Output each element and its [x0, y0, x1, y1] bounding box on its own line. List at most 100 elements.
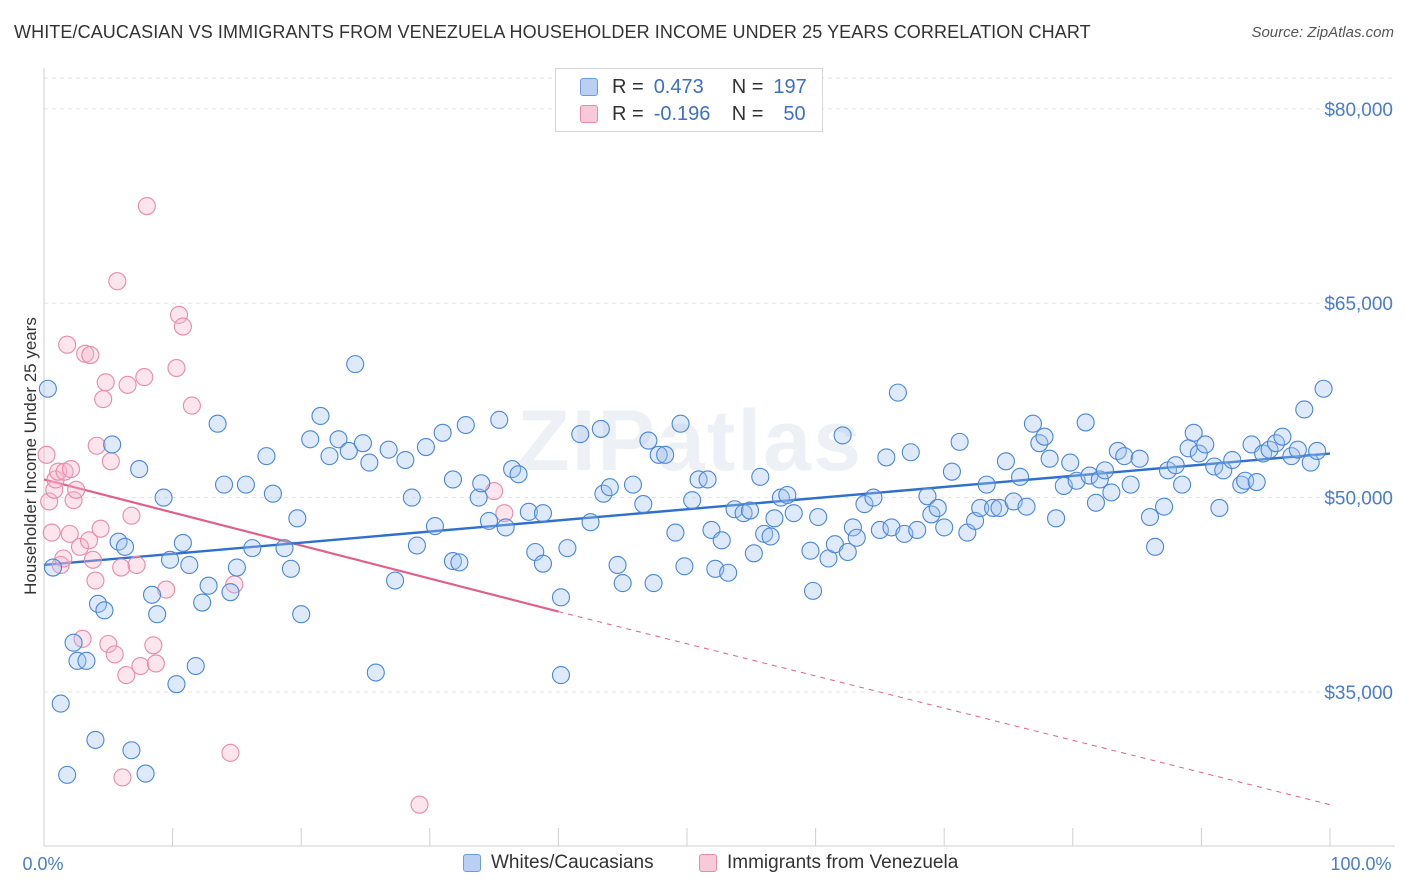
trendline-immigrants-solid	[43, 478, 559, 613]
whites-point	[1301, 453, 1320, 472]
immigrants-point	[96, 373, 115, 392]
whites-point	[366, 663, 385, 682]
immigrants-point	[87, 436, 106, 455]
immigrants-point	[94, 390, 113, 409]
whites-point	[1247, 472, 1266, 492]
whites-point	[644, 574, 663, 593]
whites-trendline	[43, 452, 1331, 567]
immigrants-point	[173, 317, 192, 336]
whites-point	[1210, 498, 1229, 518]
y-tick-label: $35,000	[1324, 683, 1393, 704]
whites-point	[971, 498, 990, 518]
whites-point	[407, 536, 426, 555]
immigrants-point	[67, 480, 86, 499]
whites-point	[1273, 427, 1292, 446]
whites-point	[656, 445, 675, 464]
whites-point	[281, 559, 300, 578]
immigrants-points	[37, 197, 514, 814]
legend-r-label: R =	[612, 75, 644, 98]
whites-point	[160, 550, 180, 569]
whites-point	[1095, 461, 1114, 480]
whites-point	[130, 460, 149, 479]
whites-point	[292, 605, 311, 624]
whites-point	[594, 484, 613, 503]
whites-point	[77, 651, 96, 670]
whites-point	[908, 520, 927, 540]
whites-point	[199, 576, 218, 595]
whites-point	[613, 574, 632, 593]
whites-point	[843, 518, 862, 537]
whites-point	[803, 581, 823, 600]
whites-point	[864, 488, 883, 507]
whites-point	[623, 475, 643, 494]
whites-point	[1076, 413, 1095, 432]
whites-point	[833, 426, 852, 445]
y-tick-label: $65,000	[1324, 294, 1393, 315]
whites-point	[765, 509, 784, 528]
whites-point	[509, 465, 528, 484]
whites-point	[928, 498, 947, 518]
y-tick-label: $50,000	[1324, 489, 1393, 510]
whites-point	[180, 555, 199, 575]
y-tick-label: $80,000	[1324, 100, 1393, 121]
whites-point	[1205, 457, 1224, 476]
trendline-immigrants-dashed	[558, 611, 1331, 806]
whites-point	[778, 485, 797, 505]
whites-point	[329, 430, 348, 449]
whites-point	[847, 528, 866, 547]
whites-point	[1090, 470, 1109, 489]
bottom-legend-immigrants: Immigrants from Venezuela	[699, 852, 958, 874]
whites-point	[1011, 467, 1030, 486]
immigrants-point	[112, 558, 131, 577]
whites-point	[600, 478, 619, 497]
immigrants-point	[410, 795, 429, 814]
whites-point	[683, 491, 702, 510]
chart-title: WHITE/CAUCASIAN VS IMMIGRANTS FROM VENEZ…	[14, 22, 1091, 42]
legend-row-whites: R = 0.473 N = 197	[580, 73, 807, 101]
whites-point	[51, 694, 70, 713]
whites-point	[519, 502, 538, 521]
whites-point	[346, 355, 365, 374]
whites-point	[95, 601, 114, 620]
whites-point	[221, 583, 240, 602]
whites-point	[208, 414, 227, 433]
whites-point	[888, 383, 907, 402]
whites-point	[64, 633, 83, 652]
whites-point	[870, 520, 889, 540]
whites-point	[148, 605, 167, 624]
whites-point	[1260, 440, 1279, 459]
whites-point	[263, 484, 282, 503]
immigrants-point	[169, 305, 189, 324]
whites-point	[698, 470, 717, 489]
bottom-legend-immigrants-label: Immigrants from Venezuela	[727, 852, 959, 873]
immigrants-point	[42, 523, 61, 542]
whites-point	[855, 495, 874, 514]
whites-point	[877, 448, 896, 467]
whites-point	[809, 507, 828, 527]
whites-point	[38, 379, 57, 398]
whites-point	[469, 488, 488, 507]
whites-point	[591, 419, 610, 438]
whites-point	[1173, 475, 1192, 494]
whites-point	[86, 730, 105, 749]
whites-point	[275, 539, 294, 558]
whites-point	[136, 764, 155, 783]
whites-point	[301, 430, 320, 449]
immigrants-point	[137, 197, 156, 216]
whites-point	[1047, 509, 1066, 528]
whites-point	[443, 470, 462, 489]
whites-point	[838, 542, 857, 562]
whites-point	[227, 558, 246, 577]
whites-point	[719, 563, 738, 582]
whites-point	[122, 741, 141, 760]
whites-point	[154, 488, 173, 507]
whites-point	[942, 462, 961, 481]
immigrants-point	[135, 368, 154, 387]
whites-point	[1314, 379, 1333, 398]
whites-point	[571, 425, 590, 444]
whites-point	[1017, 497, 1036, 516]
whites-point	[243, 539, 262, 558]
whites-point	[1023, 414, 1042, 433]
whites-point	[1061, 453, 1080, 472]
